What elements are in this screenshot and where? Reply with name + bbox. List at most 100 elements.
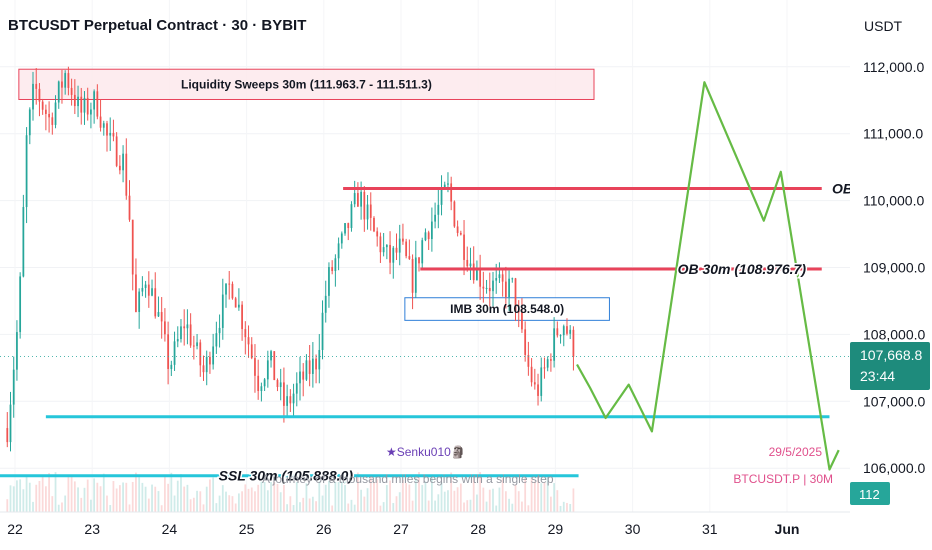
x-tick-label: 26 xyxy=(316,521,332,537)
level-labels: Liquidity Sweeps 30m (111.963.7 - 111.51… xyxy=(181,77,854,485)
candle-body xyxy=(521,312,523,330)
candle-body xyxy=(395,247,398,253)
volume-bar xyxy=(533,481,536,512)
candle-body xyxy=(147,284,150,296)
x-tick-label: 29 xyxy=(548,521,564,537)
candle-body xyxy=(96,91,99,117)
volume-bar xyxy=(125,482,128,512)
volume-bar xyxy=(61,502,63,512)
candle-body xyxy=(295,383,298,394)
candle-body xyxy=(337,243,340,259)
volume-bar xyxy=(411,500,414,512)
volume-bar xyxy=(221,485,224,512)
candle-body xyxy=(102,123,105,128)
volume-bar xyxy=(83,487,86,512)
volume-bar xyxy=(459,483,462,512)
candle-body xyxy=(131,219,134,275)
volume-bar xyxy=(228,495,231,512)
liquidity-sweep-zone xyxy=(18,68,595,100)
volume-bar xyxy=(122,482,124,512)
volume-bar xyxy=(569,504,572,512)
volume-bar xyxy=(418,472,420,512)
y-tick-label: 106,000.0 xyxy=(863,460,925,476)
volume-bar xyxy=(225,491,227,512)
volume-bar xyxy=(376,479,379,512)
candle-body xyxy=(250,344,253,359)
candle-body xyxy=(376,231,379,237)
volume-bar xyxy=(250,487,253,512)
candle-body xyxy=(305,360,308,380)
candle-body xyxy=(38,88,41,102)
time-axis[interactable]: 22 23 24 25 26 27 28 29 30 31 Jun xyxy=(7,521,799,537)
last-price-badge: 107,668.8 23:44 xyxy=(850,342,930,390)
y-tick-label: 108,000.0 xyxy=(863,326,925,342)
candle-body xyxy=(141,287,144,292)
candle-body xyxy=(308,360,311,374)
candle-body xyxy=(160,312,163,322)
volume-bars xyxy=(6,472,575,512)
volume-bar xyxy=(205,486,208,512)
candle-body xyxy=(443,184,446,188)
volume-bar xyxy=(176,480,179,512)
candle-body xyxy=(70,87,73,95)
candle-body xyxy=(86,97,89,115)
volume-bar xyxy=(447,490,449,512)
volume-bar xyxy=(73,481,76,512)
liquidity-sweep-label: Liquidity Sweeps 30m (111.963.7 - 111.51… xyxy=(181,77,432,91)
candle-body xyxy=(67,73,70,88)
volume-bar xyxy=(44,486,47,512)
candle-body xyxy=(379,236,382,253)
candle-body xyxy=(385,244,388,248)
candle-body xyxy=(382,247,385,253)
volume-bar xyxy=(537,475,539,512)
volume-bar xyxy=(424,481,427,512)
volume-bar xyxy=(19,479,22,512)
volume-bar xyxy=(389,480,391,512)
candle-body xyxy=(550,359,552,361)
volume-bar xyxy=(70,475,73,512)
candle-body xyxy=(90,109,92,115)
volume-bar xyxy=(517,491,520,512)
volume-bar xyxy=(118,485,121,512)
volume-bar xyxy=(128,504,131,512)
volume-bar xyxy=(131,481,134,512)
candle-body xyxy=(350,204,353,229)
volume-bar xyxy=(6,499,9,512)
volume-bar xyxy=(514,484,517,512)
candle-body xyxy=(353,193,356,205)
candle-body xyxy=(28,109,31,136)
volume-bar xyxy=(527,505,530,512)
candle-body xyxy=(302,371,305,380)
volume-bar xyxy=(385,485,388,512)
candle-body xyxy=(286,396,289,406)
candle-body xyxy=(180,326,182,340)
volume-bar xyxy=(96,482,99,512)
volume-bar xyxy=(234,503,237,512)
price-axis[interactable]: 112,000.0 111,000.0 110,000.0 109,000.0 108,… xyxy=(863,59,925,476)
level-label: OB xyxy=(832,181,853,197)
volume-bar xyxy=(41,475,44,512)
price-axis-panel[interactable] xyxy=(850,0,932,550)
volume-bar xyxy=(305,483,308,512)
candle-body xyxy=(556,328,559,336)
x-tick-label: 27 xyxy=(393,521,409,537)
volume-bar xyxy=(508,498,510,512)
volume-bar xyxy=(566,502,568,512)
volume-bar xyxy=(540,483,543,512)
volume-bar xyxy=(350,499,353,512)
volume-bar xyxy=(337,475,340,512)
volume-bar xyxy=(218,495,221,512)
volume-bar xyxy=(109,505,112,512)
bar-countdown: 23:44 xyxy=(860,368,895,384)
volume-bar xyxy=(279,492,282,512)
candle-body xyxy=(247,337,250,345)
volume-bar xyxy=(283,484,285,512)
candle-body xyxy=(151,288,153,296)
candle-body xyxy=(546,359,549,368)
candle-body xyxy=(173,341,176,365)
y-tick-label: 111,000.0 xyxy=(863,126,923,142)
candle-body xyxy=(157,312,160,317)
candle-body xyxy=(315,358,317,370)
candle-body xyxy=(77,96,79,107)
